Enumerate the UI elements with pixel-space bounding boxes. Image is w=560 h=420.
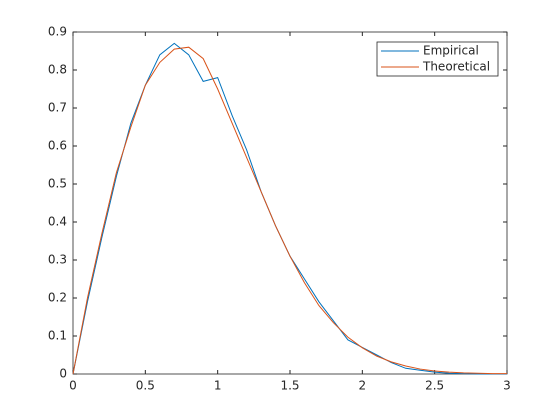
x-tick-label: 3 <box>503 379 511 393</box>
x-tick-label: 1 <box>214 379 222 393</box>
y-tick-label: 0.5 <box>48 177 67 191</box>
x-tick-label: 2 <box>359 379 367 393</box>
y-tick-label: 0.1 <box>48 329 67 343</box>
legend-box <box>376 41 499 77</box>
y-tick-label: 0 <box>59 367 67 381</box>
y-tick-label: 0.8 <box>48 63 67 77</box>
legend-label: Empirical <box>423 44 479 58</box>
y-tick-label: 0.4 <box>48 215 67 229</box>
x-tick-label: 0 <box>69 379 77 393</box>
y-tick-label: 0.3 <box>48 253 67 267</box>
line <box>72 46 507 375</box>
y-tick-label: 0.2 <box>48 291 67 305</box>
legend-label: Theoretical <box>422 60 490 74</box>
x-tick-label: 0.5 <box>136 379 155 393</box>
plot-area <box>72 31 508 375</box>
y-tick-label: 0.6 <box>48 139 67 153</box>
y-tick-label: 0.7 <box>48 101 67 115</box>
y-tick-label: 0.9 <box>48 25 67 39</box>
x-tick-label: 1.5 <box>280 379 299 393</box>
x-tick-label: 2.5 <box>425 379 444 393</box>
